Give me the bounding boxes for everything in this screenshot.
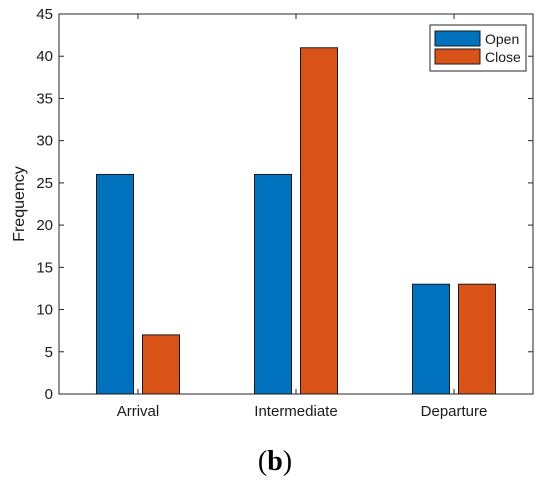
legend-swatch-close	[434, 48, 481, 65]
y-tick-label: 15	[36, 259, 53, 276]
y-tick-label: 35	[36, 90, 53, 107]
y-tick-label: 20	[36, 217, 53, 234]
caption-open-paren: (	[257, 446, 268, 477]
y-tick-label: 5	[45, 344, 53, 361]
y-tick-label: 40	[36, 48, 53, 65]
bar-open-departure	[412, 283, 450, 395]
caption-letter: b	[267, 446, 283, 477]
caption-close-paren: )	[282, 446, 293, 477]
bar-close-intermediate	[300, 47, 338, 395]
x-axis: Arrival Intermediate Departure	[117, 14, 488, 420]
legend-label-open: Open	[485, 31, 519, 47]
legend: Open Close	[429, 24, 527, 72]
bar-close-arrival	[142, 334, 180, 395]
bars	[96, 47, 496, 395]
x-tick-label: Intermediate	[254, 403, 337, 420]
bar-open-intermediate	[254, 173, 292, 395]
bar-open-arrival	[96, 173, 134, 395]
y-tick-label: 10	[36, 302, 53, 319]
legend-label-close: Close	[485, 49, 521, 65]
y-tick-label: 45	[36, 6, 53, 23]
figure-caption: (b)	[0, 442, 550, 482]
legend-swatch-open	[434, 30, 481, 47]
y-tick-label: 25	[36, 175, 53, 192]
y-tick-label: 0	[45, 386, 53, 403]
bar-chart: 0 5 10 15 20 25 30 35 40 45 Arrival Intermediate De…	[11, 6, 534, 420]
y-tick-label: 30	[36, 133, 53, 150]
x-tick-label: Arrival	[117, 403, 160, 420]
y-axis: 0 5 10 15 20 25 30 35 40 45	[36, 6, 533, 403]
x-tick-label: Departure	[421, 403, 488, 420]
bar-close-departure	[458, 283, 496, 395]
y-axis-label: Frequency	[11, 166, 28, 242]
plot-area	[58, 13, 534, 395]
